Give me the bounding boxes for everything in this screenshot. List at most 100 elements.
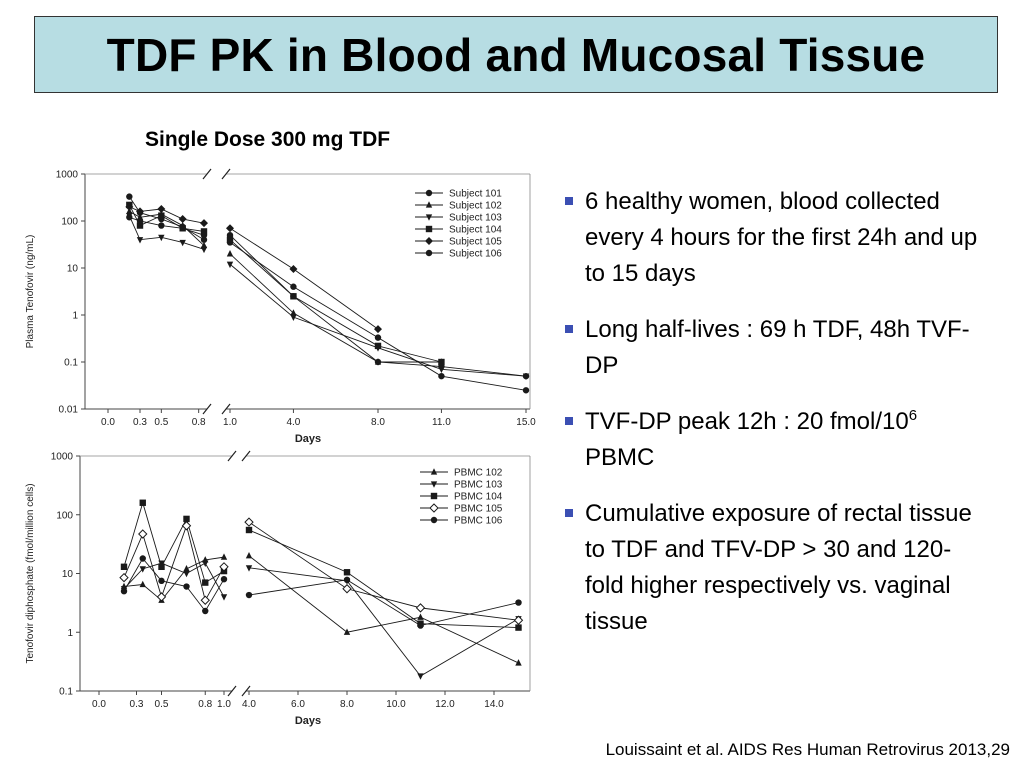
x-tick-label: 10.0 [386, 699, 406, 710]
data-point [290, 283, 297, 290]
data-point [425, 249, 433, 257]
x-tick-label: 0.0 [101, 417, 115, 428]
data-point [430, 516, 438, 524]
bullet-marker [565, 509, 573, 517]
x-tick-label: 6.0 [291, 699, 305, 710]
data-point [156, 592, 167, 602]
data-point [289, 265, 298, 274]
data-point [178, 215, 187, 224]
data-point [136, 207, 144, 216]
data-point [417, 622, 424, 629]
data-point [245, 591, 253, 599]
bullet-text: TVF-DP peak 12h : 20 fmol/10 [585, 408, 909, 435]
legend-label: Subject 103 [449, 213, 502, 224]
data-point [374, 325, 382, 334]
data-point [220, 575, 228, 583]
x-tick-label: 14.0 [484, 699, 504, 710]
bullet-marker [565, 197, 573, 205]
x-tick-label: 1.0 [223, 417, 237, 428]
data-point [126, 193, 133, 200]
axis-break-mark [241, 450, 251, 462]
axis-break-mark [202, 168, 212, 180]
data-point [179, 225, 186, 232]
data-point [425, 201, 433, 208]
data-point [120, 563, 128, 571]
y-tick-label: 1 [72, 311, 78, 322]
data-point [220, 553, 228, 560]
data-point [438, 358, 445, 366]
data-point [158, 563, 165, 571]
series-line [123, 556, 225, 601]
data-point [158, 222, 165, 229]
data-point [158, 234, 165, 242]
data-point [126, 214, 133, 221]
data-point [417, 673, 424, 680]
legend-label: PBMC 102 [454, 468, 503, 479]
data-point [202, 579, 209, 586]
data-point [138, 529, 148, 539]
data-point [374, 334, 382, 341]
legend-label: Subject 101 [449, 189, 502, 200]
data-point [202, 560, 209, 567]
data-point [183, 565, 190, 572]
series-line [229, 253, 442, 363]
data-point [139, 499, 146, 506]
x-tick-label: 8.0 [371, 417, 385, 428]
data-point [200, 236, 208, 243]
data-point [244, 517, 254, 527]
chart-subtitle: Single Dose 300 mg TDF [145, 128, 391, 151]
series-pbmc-103 [120, 560, 522, 680]
data-point [343, 628, 351, 635]
data-point [200, 231, 208, 239]
citation: Louissaint et al. AIDS Res Human Retrovi… [605, 740, 1010, 759]
data-point [200, 241, 208, 249]
bullet-item: 6 healthy women, blood collected every 4… [565, 184, 985, 292]
bullet-marker [565, 417, 573, 425]
data-point [139, 566, 146, 573]
axis-break-mark [202, 403, 212, 415]
x-axis-label: Days [295, 715, 321, 727]
legend-label: PBMC 104 [454, 492, 503, 503]
data-point [425, 189, 433, 197]
legend-label: Subject 106 [449, 249, 502, 260]
data-point [200, 246, 208, 254]
x-tick-label: 0.5 [154, 417, 168, 428]
legend-label: Subject 102 [449, 201, 502, 212]
y-tick-label: 1 [67, 628, 73, 639]
y-axis-label: Plasma Tenofovir (ng/mL) [25, 235, 36, 349]
data-point [120, 587, 128, 595]
x-tick-label: 15.0 [516, 417, 536, 428]
x-tick-label: 0.0 [92, 699, 106, 710]
data-point [220, 594, 228, 601]
data-point [290, 309, 297, 316]
x-tick-label: 12.0 [435, 699, 455, 710]
data-point [139, 580, 146, 588]
series-pbmc-106 [120, 555, 522, 629]
legend-label: Subject 104 [449, 225, 502, 236]
slide-title: TDF PK in Blood and Mucosal Tissue [106, 28, 926, 81]
data-point [119, 572, 129, 583]
data-point [430, 492, 438, 500]
bullet-list: 6 healthy women, blood collected every 4… [565, 184, 985, 660]
data-point [415, 603, 426, 613]
series-line [248, 555, 519, 664]
data-point [157, 205, 166, 214]
data-point [136, 217, 144, 225]
data-point [183, 570, 190, 578]
data-point [125, 202, 134, 211]
bullet-text: Long half-lives : 69 h TDF, 48h TVF-DP [585, 316, 970, 379]
data-point [417, 613, 424, 620]
data-point [429, 503, 439, 513]
axis-break-mark [221, 168, 231, 180]
data-point [438, 372, 445, 380]
series-line [123, 557, 225, 612]
plasma-tenofovir-chart: 1000 100 10 1 0.1 0.01 Plasma Tenofovir (ng/mL… [25, 168, 536, 445]
series-line [248, 579, 519, 627]
legend-label: PBMC 106 [454, 516, 503, 527]
x-tick-label: 8.0 [340, 699, 354, 710]
data-point [290, 314, 297, 321]
data-point [425, 214, 433, 221]
data-point [438, 366, 445, 374]
data-point [515, 599, 522, 606]
series-line [123, 562, 225, 598]
